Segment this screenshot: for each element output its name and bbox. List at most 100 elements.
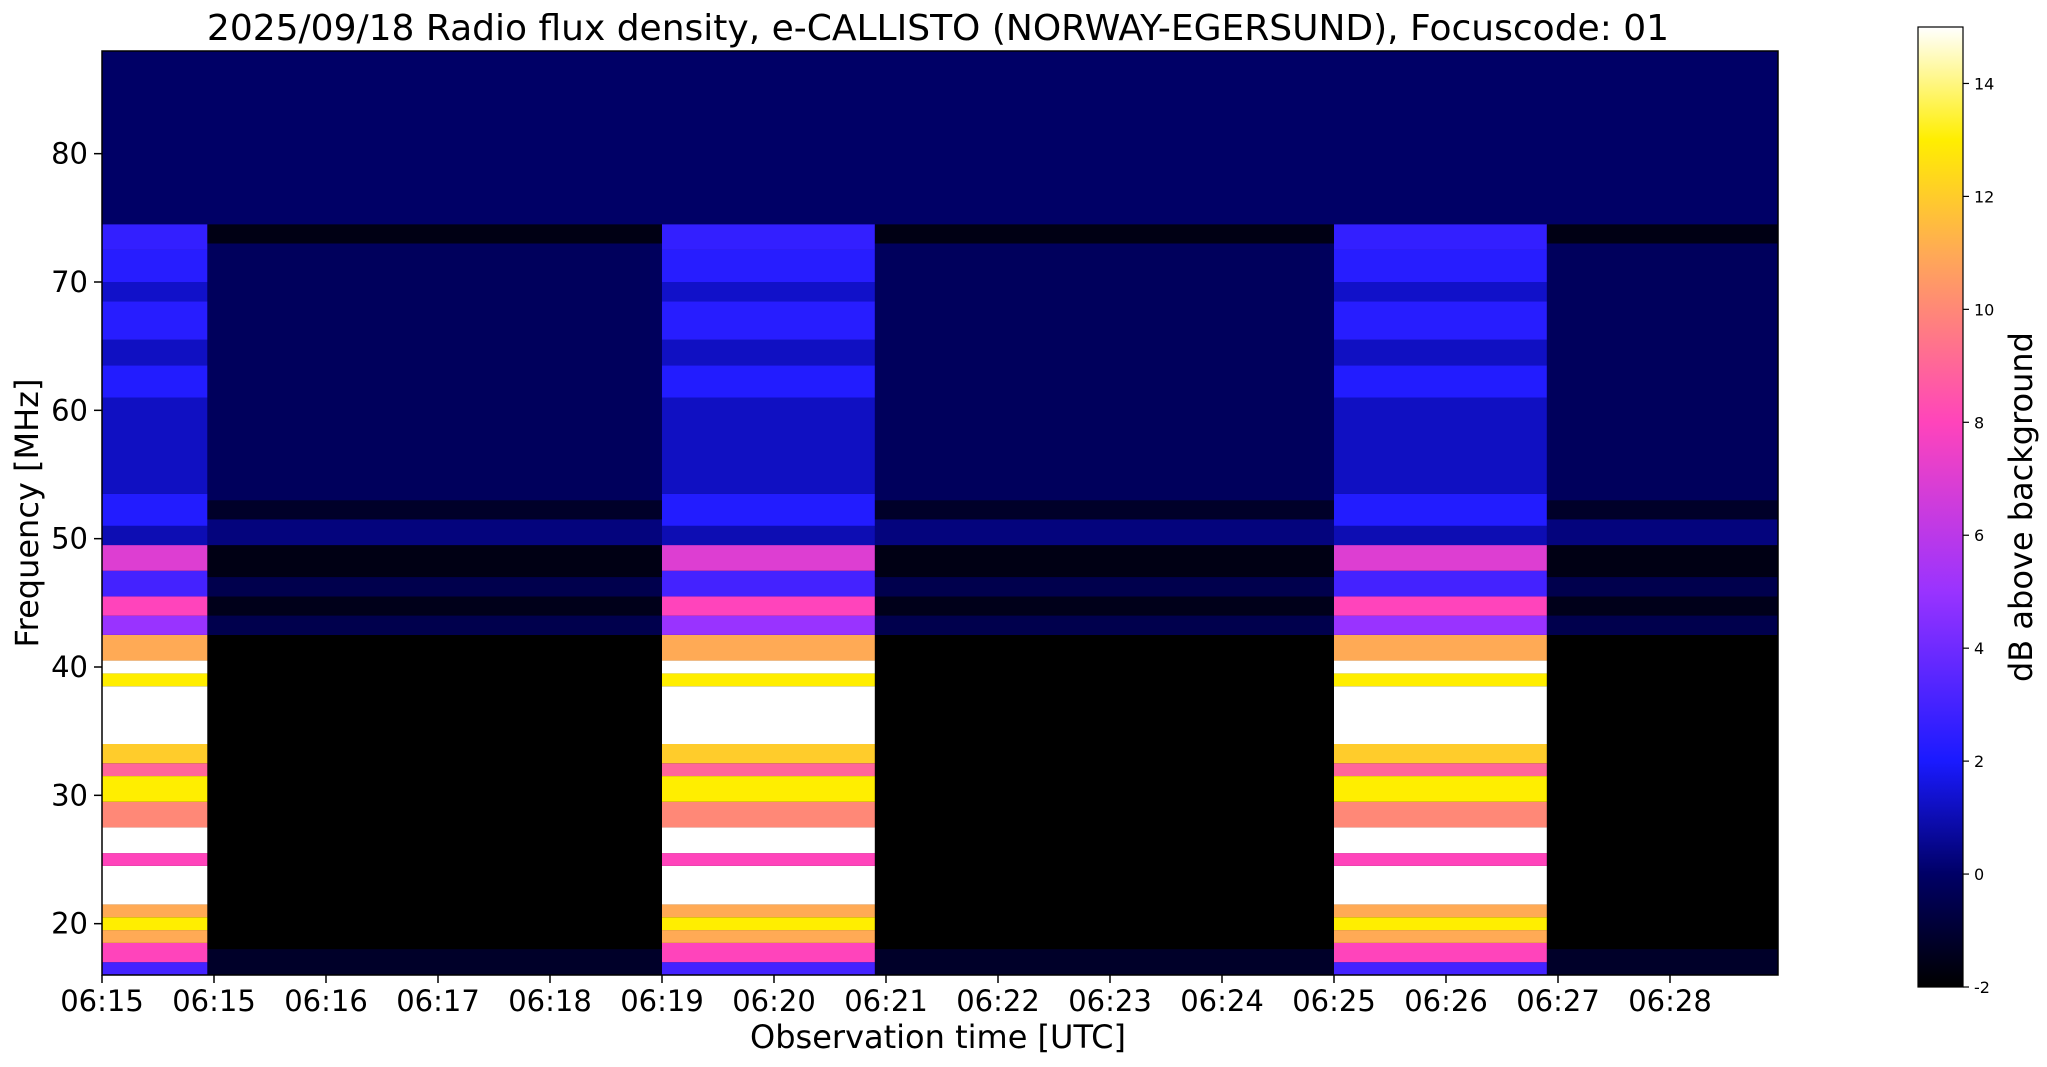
active-2-band-16 — [1334, 615, 1547, 635]
active-2-band-12 — [1334, 686, 1547, 744]
y-tick-label: 50 — [51, 522, 88, 556]
active-0-band-19 — [102, 545, 208, 571]
active-2-band-3 — [1334, 917, 1547, 931]
active-0-band-24 — [102, 339, 208, 366]
x-tick-label: 06:28 — [1628, 984, 1712, 1018]
y-tick-label: 20 — [51, 907, 88, 941]
x-tick-label: 06:22 — [956, 984, 1040, 1018]
y-tick-label: 70 — [51, 265, 88, 299]
active-0-band-9 — [102, 776, 208, 802]
x-tick-label: 06:27 — [1516, 984, 1600, 1018]
colorbar-label: dB above background — [2002, 332, 2040, 682]
active-2-band-24 — [1334, 339, 1547, 366]
colorbar-gradient — [1917, 26, 1964, 988]
active-1-band-16 — [662, 615, 875, 635]
active-1-band-6 — [662, 853, 875, 866]
active-0-band-12 — [102, 686, 208, 744]
active-1-band-0 — [662, 962, 875, 975]
x-tick-label: 06:24 — [1180, 984, 1264, 1018]
active-1-band-22 — [662, 397, 875, 494]
active-0-band-23 — [102, 365, 208, 398]
active-2-band-23 — [1334, 365, 1547, 398]
x-tick-label: 06:20 — [732, 984, 816, 1018]
active-0-band-6 — [102, 853, 208, 866]
active-2-band-17 — [1334, 596, 1547, 616]
active-2-band-21 — [1334, 493, 1547, 526]
active-2-band-6 — [1334, 853, 1547, 866]
active-1-band-19 — [662, 545, 875, 571]
active-0-band-10 — [102, 763, 208, 777]
active-2-band-15 — [1334, 634, 1547, 661]
active-0-band-26 — [102, 282, 208, 302]
active-1-band-25 — [662, 301, 875, 340]
active-0-band-13 — [102, 673, 208, 687]
active-2-band-28 — [1334, 224, 1547, 250]
active-1-band-11 — [662, 744, 875, 764]
active-2-band-26 — [1334, 282, 1547, 302]
active-0-band-21 — [102, 493, 208, 526]
y-tick-label: 80 — [51, 137, 88, 171]
active-1-band-7 — [662, 827, 875, 854]
active-1-band-24 — [662, 339, 875, 366]
active-2-band-22 — [1334, 397, 1547, 494]
active-0-band-29 — [102, 51, 208, 225]
active-0-band-20 — [102, 525, 208, 546]
colorbar-tick-label: 4 — [1974, 639, 1984, 658]
colorbar-tick-label: 14 — [1974, 74, 1994, 93]
active-0-band-18 — [102, 570, 208, 597]
active-2-band-11 — [1334, 744, 1547, 764]
x-tick-label: 06:17 — [396, 984, 480, 1018]
active-0-band-22 — [102, 397, 208, 494]
active-0-band-4 — [102, 904, 208, 918]
active-2-band-9 — [1334, 776, 1547, 802]
active-2-band-20 — [1334, 525, 1547, 546]
active-2-band-18 — [1334, 570, 1547, 597]
colorbar-tick-label: 10 — [1974, 300, 1994, 319]
active-1-band-29 — [662, 51, 875, 225]
active-2-band-27 — [1334, 249, 1547, 282]
active-2-band-13 — [1334, 673, 1547, 687]
active-1-band-2 — [662, 930, 875, 943]
plot-frame — [101, 50, 1779, 976]
heatmap-bands — [102, 51, 1778, 975]
active-2-band-1 — [1334, 942, 1547, 963]
active-1-band-28 — [662, 224, 875, 250]
spectrogram-plot-area — [101, 50, 1779, 976]
active-0-band-27 — [102, 249, 208, 282]
active-2-band-5 — [1334, 865, 1547, 905]
active-2-band-19 — [1334, 545, 1547, 571]
y-axis-label: Frequency [MHz] — [8, 379, 46, 648]
active-0-band-1 — [102, 942, 208, 963]
active-2-band-8 — [1334, 801, 1547, 828]
active-1-band-14 — [662, 660, 875, 674]
active-1-band-3 — [662, 917, 875, 931]
active-1-band-13 — [662, 673, 875, 687]
y-tick-label: 30 — [51, 778, 88, 812]
active-2-band-10 — [1334, 763, 1547, 777]
active-0-band-15 — [102, 634, 208, 661]
active-1-band-4 — [662, 904, 875, 918]
active-1-band-27 — [662, 249, 875, 282]
colorbar-tick-label: -2 — [1974, 978, 1990, 997]
active-0-band-16 — [102, 615, 208, 635]
x-axis: 06:15 06:15 06:16 06:17 06:18 06:19 06:20 06:21… — [60, 975, 1712, 1018]
colorbar-tick-label: 8 — [1974, 413, 1984, 432]
active-2-band-14 — [1334, 660, 1547, 674]
colorbar-tick-label: 6 — [1974, 526, 1984, 545]
active-2-band-29 — [1334, 51, 1547, 225]
active-2-band-7 — [1334, 827, 1547, 854]
active-1-band-18 — [662, 570, 875, 597]
active-1-band-17 — [662, 596, 875, 616]
active-2-band-0 — [1334, 962, 1547, 975]
x-tick-label: 06:19 — [620, 984, 704, 1018]
x-tick-label: 06:18 — [508, 984, 592, 1018]
active-2-band-2 — [1334, 930, 1547, 943]
active-0-band-5 — [102, 865, 208, 905]
x-axis-label: Observation time [UTC] — [750, 1018, 1126, 1056]
active-0-band-2 — [102, 930, 208, 943]
active-1-band-26 — [662, 282, 875, 302]
active-1-band-23 — [662, 365, 875, 398]
active-0-band-8 — [102, 801, 208, 828]
active-1-band-21 — [662, 493, 875, 526]
